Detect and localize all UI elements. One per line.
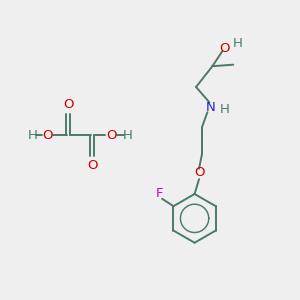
Text: O: O <box>106 129 117 142</box>
Text: O: O <box>194 166 205 179</box>
Text: H: H <box>219 103 229 116</box>
Text: H: H <box>233 38 243 50</box>
Text: H: H <box>123 129 133 142</box>
Text: O: O <box>219 42 230 55</box>
Text: O: O <box>87 159 97 172</box>
Text: O: O <box>42 129 53 142</box>
Text: O: O <box>63 98 74 111</box>
Text: H: H <box>28 129 38 142</box>
Text: F: F <box>155 187 163 200</box>
Text: N: N <box>206 101 216 114</box>
